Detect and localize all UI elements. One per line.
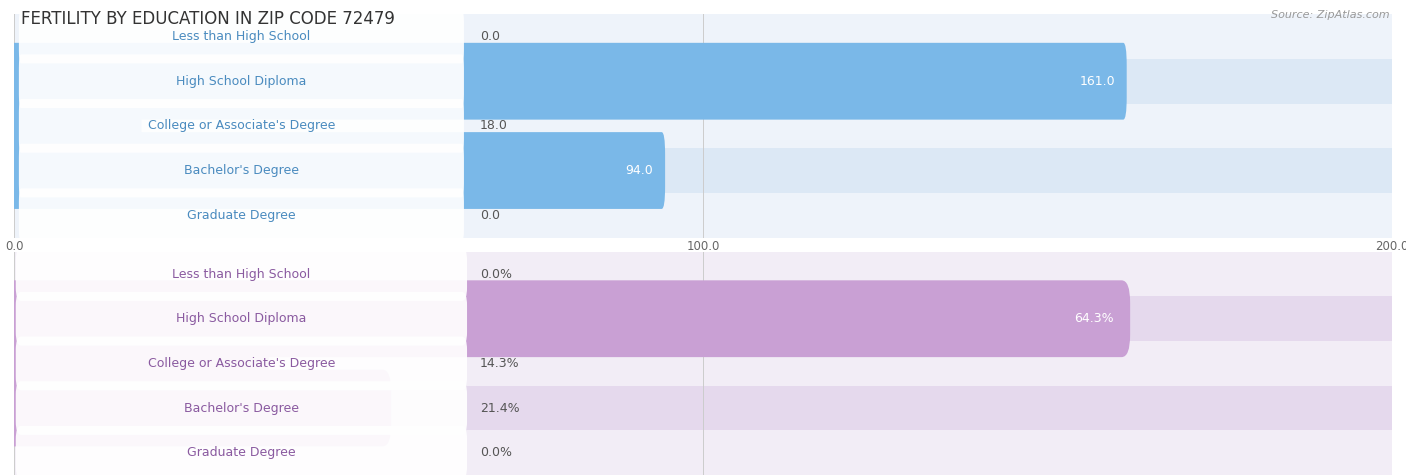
- Bar: [14, 104, 1392, 148]
- Text: Bachelor's Degree: Bachelor's Degree: [184, 164, 299, 177]
- Text: Source: ZipAtlas.com: Source: ZipAtlas.com: [1271, 10, 1389, 19]
- Bar: [14, 193, 1392, 238]
- Bar: [14, 341, 1392, 386]
- Bar: [14, 386, 1392, 430]
- Text: Less than High School: Less than High School: [173, 267, 311, 281]
- Bar: [14, 148, 1392, 193]
- Text: Graduate Degree: Graduate Degree: [187, 446, 295, 459]
- FancyBboxPatch shape: [18, 144, 464, 197]
- Text: FERTILITY BY EDUCATION IN ZIP CODE 72479: FERTILITY BY EDUCATION IN ZIP CODE 72479: [21, 10, 395, 28]
- Text: 161.0: 161.0: [1080, 75, 1115, 88]
- FancyBboxPatch shape: [18, 10, 464, 63]
- Text: 21.4%: 21.4%: [479, 401, 519, 415]
- FancyBboxPatch shape: [11, 87, 142, 164]
- FancyBboxPatch shape: [15, 337, 467, 390]
- Text: High School Diploma: High School Diploma: [176, 312, 307, 325]
- FancyBboxPatch shape: [6, 325, 269, 402]
- FancyBboxPatch shape: [15, 292, 467, 345]
- FancyBboxPatch shape: [18, 189, 464, 242]
- Text: 94.0: 94.0: [626, 164, 654, 177]
- FancyBboxPatch shape: [11, 43, 1126, 120]
- Bar: [14, 252, 1392, 296]
- Bar: [14, 14, 1392, 59]
- Bar: [14, 430, 1392, 475]
- Text: 0.0: 0.0: [479, 209, 499, 222]
- FancyBboxPatch shape: [18, 55, 464, 108]
- FancyBboxPatch shape: [18, 99, 464, 152]
- FancyBboxPatch shape: [15, 426, 467, 475]
- Text: 14.3%: 14.3%: [479, 357, 519, 370]
- Text: 0.0%: 0.0%: [479, 446, 512, 459]
- Text: College or Associate's Degree: College or Associate's Degree: [148, 119, 335, 133]
- Text: 0.0%: 0.0%: [479, 267, 512, 281]
- Bar: [14, 59, 1392, 104]
- Text: High School Diploma: High School Diploma: [176, 75, 307, 88]
- Text: 18.0: 18.0: [479, 119, 508, 133]
- Text: College or Associate's Degree: College or Associate's Degree: [148, 357, 335, 370]
- FancyBboxPatch shape: [11, 132, 665, 209]
- Text: Less than High School: Less than High School: [173, 30, 311, 43]
- Bar: [14, 296, 1392, 341]
- FancyBboxPatch shape: [15, 247, 467, 301]
- Text: Graduate Degree: Graduate Degree: [187, 209, 295, 222]
- FancyBboxPatch shape: [15, 381, 467, 435]
- Text: Bachelor's Degree: Bachelor's Degree: [184, 401, 299, 415]
- Text: 0.0: 0.0: [479, 30, 499, 43]
- FancyBboxPatch shape: [6, 280, 1130, 357]
- Text: 64.3%: 64.3%: [1074, 312, 1114, 325]
- FancyBboxPatch shape: [6, 370, 391, 446]
